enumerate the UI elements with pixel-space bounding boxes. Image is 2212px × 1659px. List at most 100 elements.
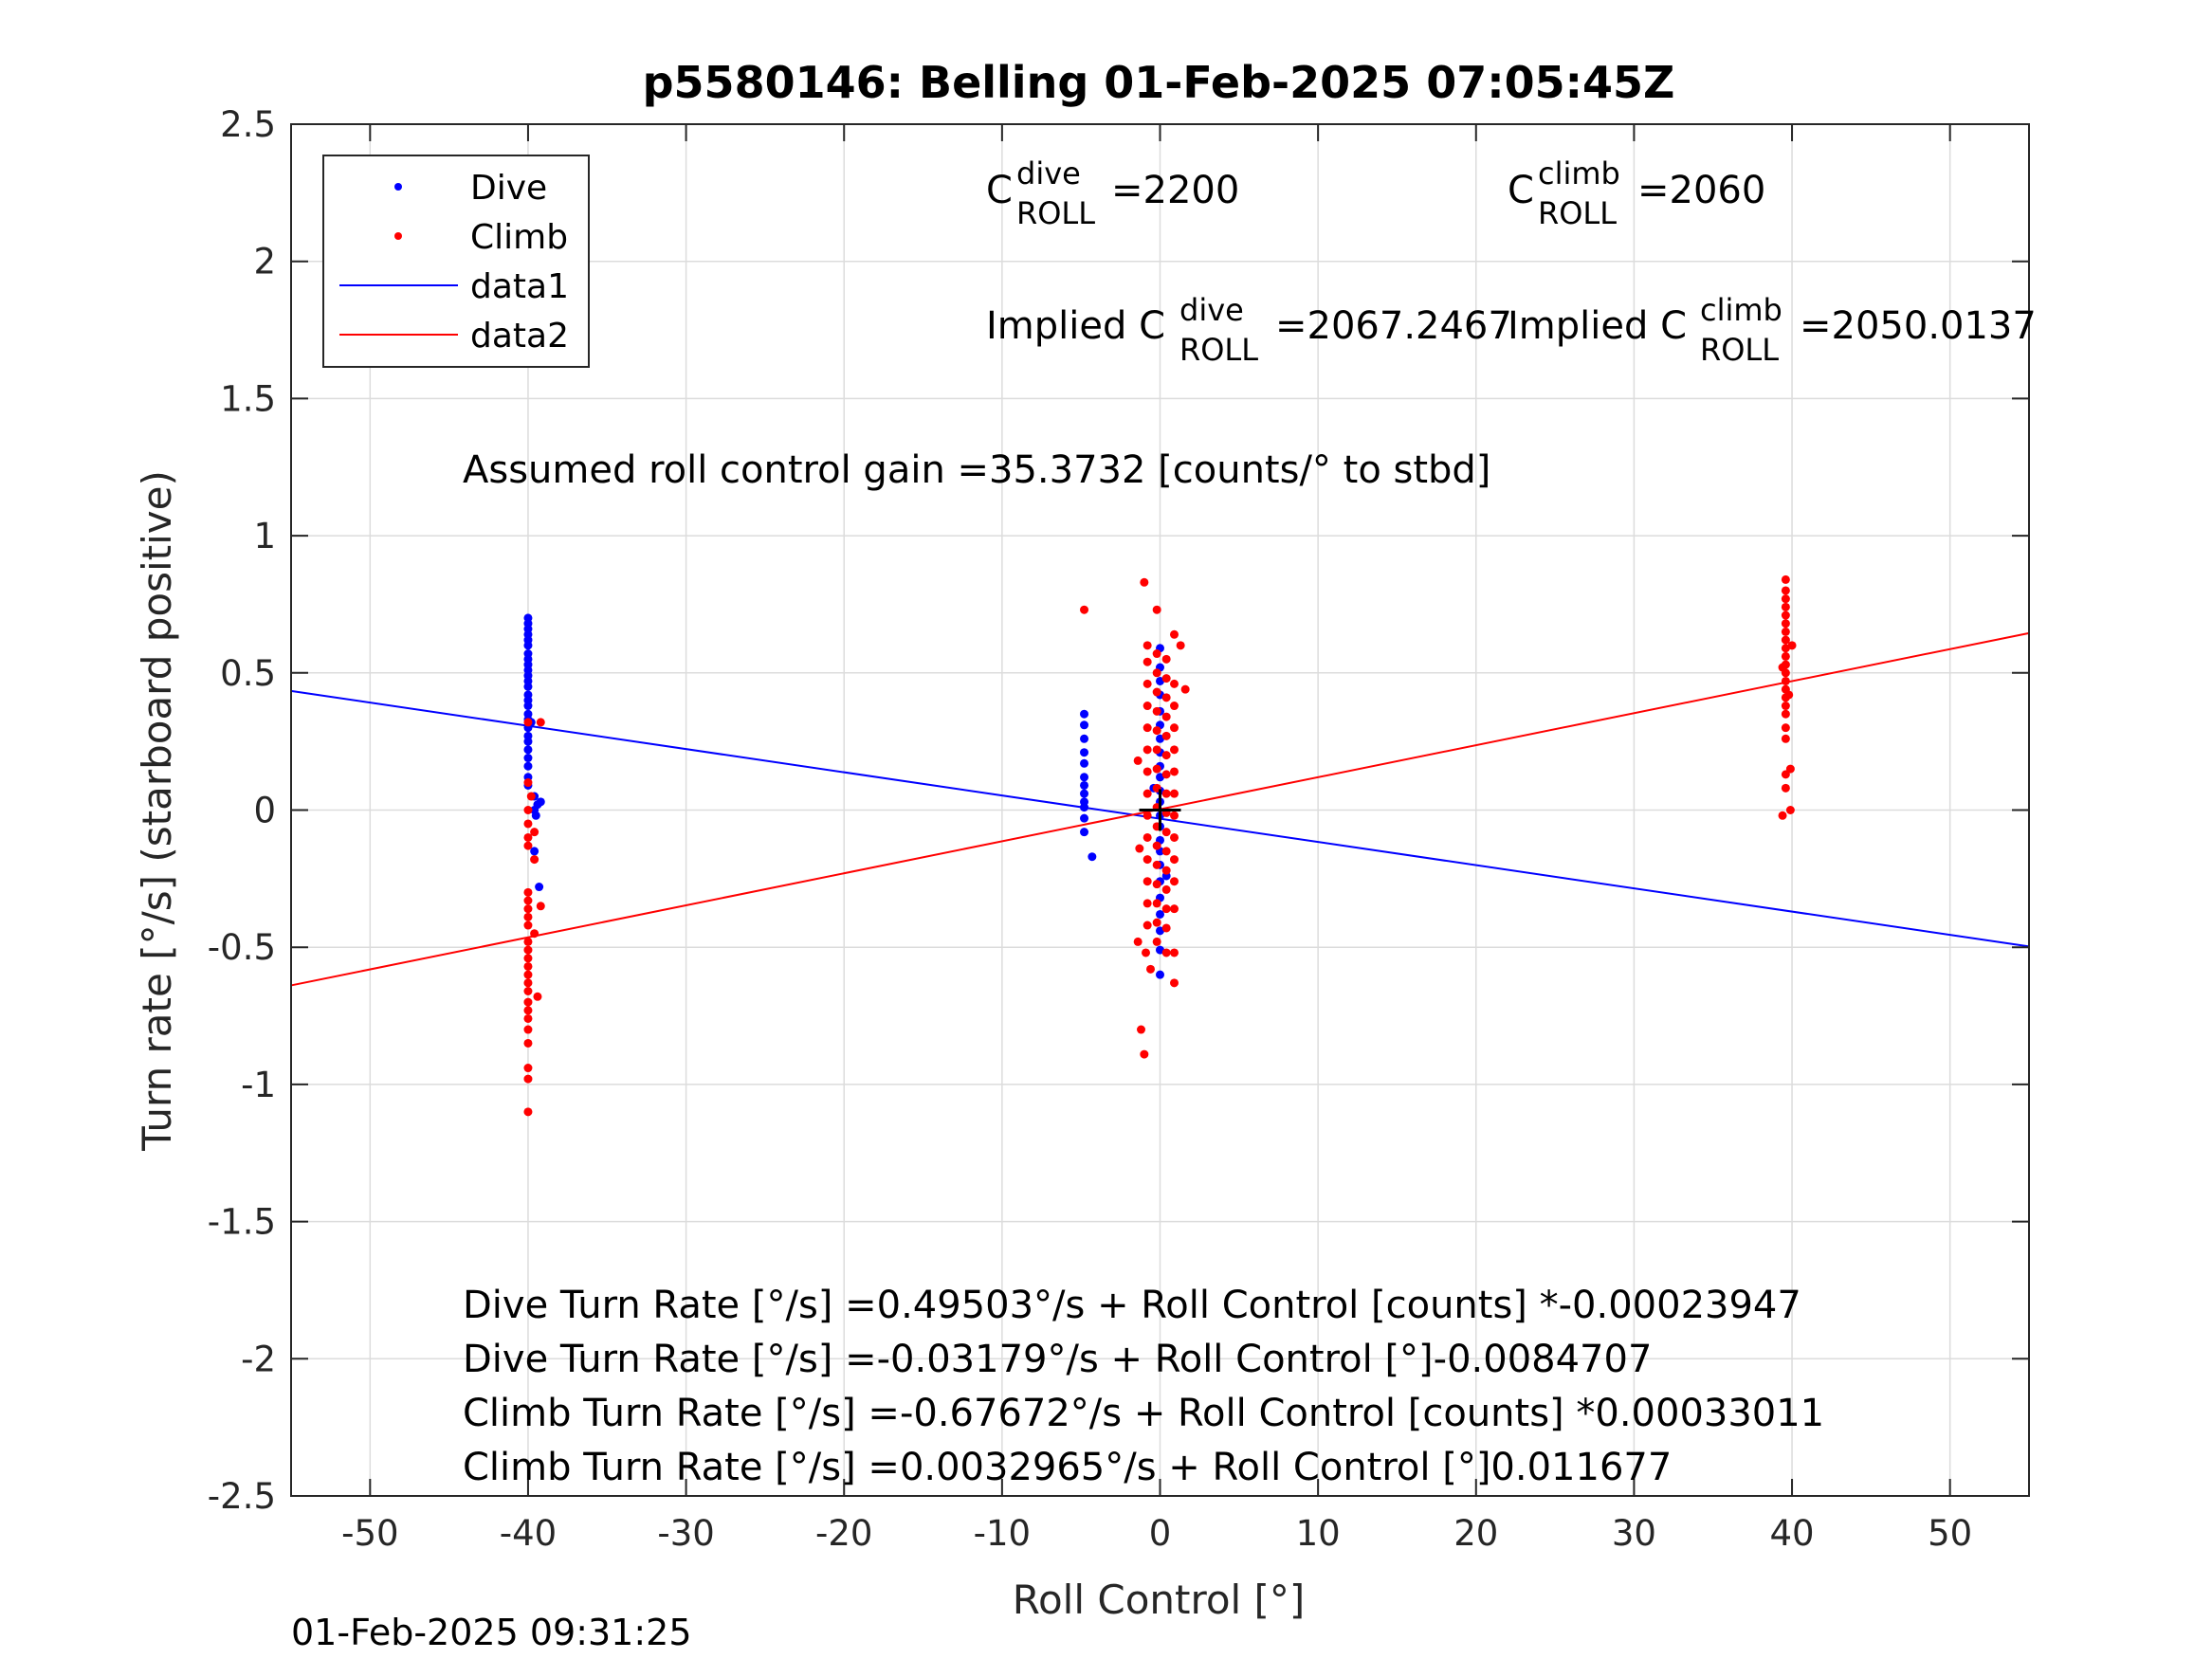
equation-4: Climb Turn Rate [°/s] =0.0032965°/s + Ro… bbox=[463, 1446, 1672, 1489]
svg-text:C: C bbox=[986, 169, 1013, 212]
point-dive bbox=[523, 761, 533, 771]
y-tick-label: 0.5 bbox=[220, 653, 276, 694]
point-dive bbox=[523, 641, 533, 650]
legend-label-data1: data1 bbox=[470, 267, 569, 306]
x-tick-label: 0 bbox=[1149, 1513, 1172, 1554]
equation-1: Dive Turn Rate [°/s] =0.49503°/s + Roll … bbox=[463, 1284, 1801, 1327]
point-dive bbox=[1080, 720, 1089, 730]
point-climb bbox=[1161, 828, 1171, 837]
point-climb bbox=[1135, 844, 1144, 853]
point-climb bbox=[1161, 923, 1171, 933]
point-climb bbox=[1152, 726, 1161, 736]
x-axis-label: Roll Control [°] bbox=[1013, 1577, 1306, 1623]
legend-marker-dive bbox=[394, 183, 402, 191]
point-dive bbox=[1080, 758, 1089, 768]
equation-2: Dive Turn Rate [°/s] =-0.03179°/s + Roll… bbox=[463, 1338, 1652, 1381]
point-dive bbox=[1080, 748, 1089, 757]
point-climb bbox=[1161, 884, 1171, 894]
point-climb bbox=[1137, 1025, 1146, 1034]
point-dive bbox=[523, 702, 533, 711]
implied-climb-annotation: Implied C climb ROLL =2050.0137 bbox=[1508, 292, 2037, 368]
svg-text:ROLL: ROLL bbox=[1538, 195, 1617, 231]
point-climb bbox=[1143, 723, 1152, 733]
svg-text:dive: dive bbox=[1179, 292, 1244, 328]
point-climb bbox=[1169, 702, 1179, 711]
point-climb bbox=[1784, 690, 1794, 700]
legend-label-climb: Climb bbox=[470, 218, 568, 257]
point-climb bbox=[1785, 806, 1795, 814]
point-climb bbox=[523, 997, 533, 1007]
point-climb bbox=[523, 1006, 533, 1015]
point-climb bbox=[1781, 586, 1790, 595]
point-climb bbox=[1161, 904, 1171, 914]
point-climb bbox=[1781, 702, 1790, 711]
svg-text:Implied C: Implied C bbox=[1508, 304, 1687, 348]
point-climb bbox=[523, 718, 533, 727]
point-climb bbox=[523, 970, 533, 979]
point-climb bbox=[536, 902, 545, 911]
point-climb bbox=[1169, 978, 1179, 988]
point-climb bbox=[1169, 629, 1179, 639]
point-dive bbox=[530, 806, 539, 814]
point-climb bbox=[523, 987, 533, 996]
y-tick-label: 2.5 bbox=[220, 104, 276, 145]
point-climb bbox=[1143, 811, 1152, 820]
point-climb bbox=[526, 792, 536, 801]
point-climb bbox=[530, 855, 539, 865]
svg-text:ROLL: ROLL bbox=[1016, 195, 1095, 231]
point-dive bbox=[1088, 852, 1097, 862]
x-tick-label: 30 bbox=[1612, 1513, 1656, 1554]
point-climb bbox=[533, 992, 542, 1001]
svg-text:dive: dive bbox=[1016, 155, 1081, 191]
point-dive bbox=[1156, 970, 1164, 979]
point-climb bbox=[523, 1038, 533, 1048]
x-tick-label: -40 bbox=[500, 1513, 557, 1554]
legend-label-data2: data2 bbox=[470, 317, 569, 356]
point-climb bbox=[1161, 770, 1171, 779]
point-climb bbox=[1781, 627, 1790, 636]
point-dive bbox=[1080, 813, 1089, 823]
point-dive bbox=[1080, 709, 1089, 719]
point-climb bbox=[1140, 577, 1149, 587]
point-climb bbox=[1169, 855, 1179, 865]
point-dive bbox=[523, 682, 533, 691]
point-climb bbox=[1169, 789, 1179, 798]
legend: Dive Climb data1 data2 bbox=[322, 155, 590, 368]
point-climb bbox=[1152, 841, 1161, 850]
point-climb bbox=[523, 921, 533, 930]
point-climb bbox=[1133, 756, 1143, 765]
point-climb bbox=[523, 954, 533, 963]
point-climb bbox=[1143, 745, 1152, 755]
point-climb bbox=[1143, 921, 1152, 930]
point-climb bbox=[523, 1107, 533, 1117]
point-climb bbox=[523, 1025, 533, 1034]
point-climb bbox=[1169, 832, 1179, 842]
series-layer bbox=[290, 574, 2030, 1117]
point-dive bbox=[1080, 773, 1089, 782]
y-tick-label: -2.5 bbox=[208, 1476, 276, 1517]
point-climb bbox=[1143, 767, 1152, 776]
point-climb bbox=[523, 945, 533, 955]
point-climb bbox=[523, 896, 533, 905]
point-climb bbox=[523, 912, 533, 921]
y-tick-label: -1 bbox=[241, 1065, 276, 1105]
point-climb bbox=[523, 1013, 533, 1023]
x-tick-label: -30 bbox=[657, 1513, 714, 1554]
point-climb bbox=[1161, 751, 1171, 760]
point-climb bbox=[1143, 789, 1152, 798]
point-climb bbox=[1146, 964, 1156, 974]
chart-title: p5580146: Belling 01-Feb-2025 07:05:45Z bbox=[643, 57, 1675, 108]
point-climb bbox=[1152, 668, 1161, 678]
svg-text:ROLL: ROLL bbox=[1700, 332, 1779, 368]
point-climb bbox=[1161, 847, 1171, 856]
point-climb bbox=[1152, 745, 1161, 755]
svg-text:C: C bbox=[1508, 169, 1534, 212]
point-climb bbox=[536, 718, 545, 727]
point-climb bbox=[523, 819, 533, 829]
point-climb bbox=[1152, 899, 1161, 908]
point-climb bbox=[1781, 734, 1790, 743]
point-climb bbox=[1778, 811, 1787, 820]
point-climb bbox=[530, 828, 539, 837]
point-climb bbox=[1133, 937, 1143, 946]
